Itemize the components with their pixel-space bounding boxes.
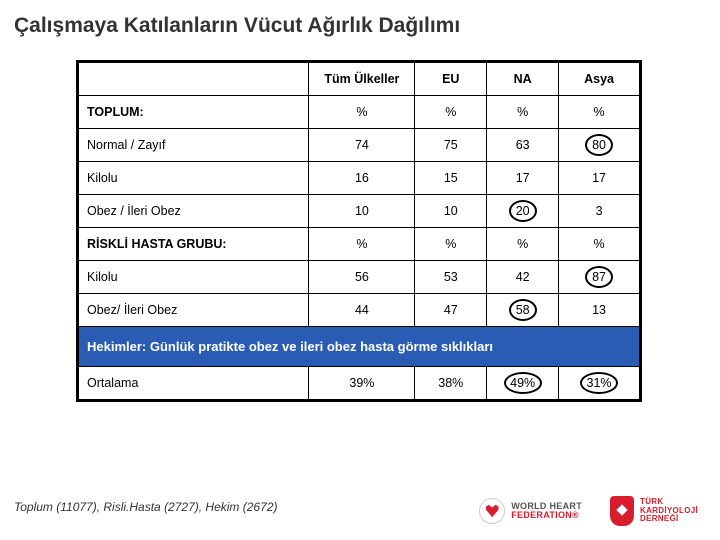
cell-value: 47 [444, 303, 458, 317]
cell: 58 [487, 294, 559, 327]
cell: % [487, 228, 559, 261]
page-title: Çalışmaya Katılanların Vücut Ağırlık Dağ… [0, 0, 720, 38]
cell-value: 63 [516, 138, 530, 152]
col-na: NA [487, 62, 559, 96]
header-empty [78, 62, 309, 96]
cell-value: 10 [355, 204, 369, 218]
row-total-header: TOPLUM: % % % % [78, 96, 641, 129]
cell: 53 [415, 261, 487, 294]
row-risk-header: RİSKLİ HASTA GRUBU: % % % % [78, 228, 641, 261]
logos-area: WORLD HEART FEDERATION® TÜRK KARDİYOLOJİ… [479, 496, 698, 526]
cell-value: 3 [596, 204, 603, 218]
row-ortalama: Ortalama 39% 38% 49% 31% [78, 367, 641, 401]
cell-value: 58 [516, 303, 530, 317]
row-normal: Normal / Zayıf 74 75 63 80 [78, 129, 641, 162]
cell-value: 53 [444, 270, 458, 284]
cell-value: 20 [516, 204, 530, 218]
cell: 47 [415, 294, 487, 327]
cell: 38% [415, 367, 487, 401]
cell-value: 31% [587, 376, 612, 390]
cell-label: Kilolu [78, 261, 309, 294]
cell-value: 74 [355, 138, 369, 152]
tkd-logo-text: TÜRK KARDİYOLOJİ DERNEĞİ [640, 498, 698, 523]
row-kilolu: Kilolu 16 15 17 17 [78, 162, 641, 195]
cell: 56 [309, 261, 415, 294]
cell: 3 [559, 195, 641, 228]
tkd-shield-icon [610, 496, 634, 526]
col-all-countries: Tüm Ülkeller [309, 62, 415, 96]
cell-value: 42 [516, 270, 530, 284]
cell: 15 [415, 162, 487, 195]
cell: 16 [309, 162, 415, 195]
cell: 13 [559, 294, 641, 327]
whf-heart-icon [479, 498, 505, 524]
cell: 42 [487, 261, 559, 294]
banner-cell: Hekimler: Günlük pratikte obez ve ileri … [78, 327, 641, 367]
cell: 39% [309, 367, 415, 401]
cell: % [559, 96, 641, 129]
row-banner: Hekimler: Günlük pratikte obez ve ileri … [78, 327, 641, 367]
whf-logo: WORLD HEART FEDERATION® [479, 498, 582, 524]
cell-value: 49% [510, 376, 535, 390]
cell: % [415, 228, 487, 261]
cell: 49% [487, 367, 559, 401]
cell: 20 [487, 195, 559, 228]
cell-value: 56 [355, 270, 369, 284]
whf-logo-text: WORLD HEART FEDERATION® [511, 502, 582, 521]
cell: 10 [309, 195, 415, 228]
cell-value: 87 [592, 270, 606, 284]
cell-label: Obez / İleri Obez [78, 195, 309, 228]
cell: 63 [487, 129, 559, 162]
table-header-row: Tüm Ülkeller EU NA Asya [78, 62, 641, 96]
cell-value: 80 [592, 138, 606, 152]
cell: 31% [559, 367, 641, 401]
data-table-container: Tüm Ülkeller EU NA Asya TOPLUM: % % % % … [76, 60, 642, 402]
cell: 10 [415, 195, 487, 228]
col-eu: EU [415, 62, 487, 96]
cell-label: Kilolu [78, 162, 309, 195]
cell-value: 39% [349, 376, 374, 390]
cell-value: 75 [444, 138, 458, 152]
cell-value: 10 [444, 204, 458, 218]
cell-value: 38% [438, 376, 463, 390]
cell-value: 44 [355, 303, 369, 317]
weight-distribution-table: Tüm Ülkeller EU NA Asya TOPLUM: % % % % … [76, 60, 642, 402]
cell-label: Normal / Zayıf [78, 129, 309, 162]
cell: 17 [487, 162, 559, 195]
col-asia: Asya [559, 62, 641, 96]
cell: 44 [309, 294, 415, 327]
cell: % [309, 228, 415, 261]
cell-label: Obez/ İleri Obez [78, 294, 309, 327]
cell: 80 [559, 129, 641, 162]
cell: % [559, 228, 641, 261]
cell: 87 [559, 261, 641, 294]
cell-label: RİSKLİ HASTA GRUBU: [78, 228, 309, 261]
cell: % [309, 96, 415, 129]
tkd-logo: TÜRK KARDİYOLOJİ DERNEĞİ [610, 496, 698, 526]
cell: 17 [559, 162, 641, 195]
tkd-line3: DERNEĞİ [640, 515, 698, 523]
cell: 74 [309, 129, 415, 162]
cell: 75 [415, 129, 487, 162]
cell: % [487, 96, 559, 129]
footnote: Toplum (11077), Risli.Hasta (2727), Heki… [14, 500, 277, 514]
row-obez2: Obez/ İleri Obez 44 47 58 13 [78, 294, 641, 327]
whf-line2: FEDERATION® [511, 511, 582, 520]
cell: % [415, 96, 487, 129]
cell-label: TOPLUM: [78, 96, 309, 129]
cell-label: Ortalama [78, 367, 309, 401]
cell-value: 13 [592, 303, 606, 317]
row-obez: Obez / İleri Obez 10 10 20 3 [78, 195, 641, 228]
row-kilolu2: Kilolu 56 53 42 87 [78, 261, 641, 294]
